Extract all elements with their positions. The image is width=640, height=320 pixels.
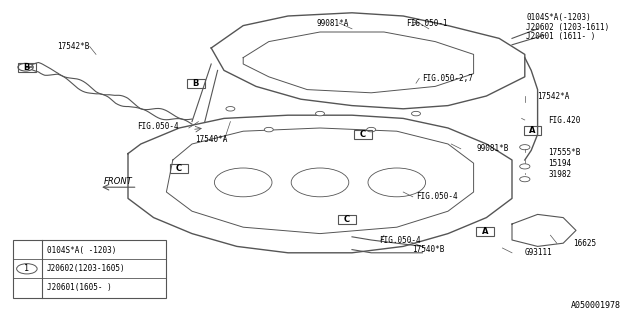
Bar <box>170 164 188 173</box>
Circle shape <box>520 145 530 150</box>
Text: 0104S*A( -1203): 0104S*A( -1203) <box>47 246 116 255</box>
Bar <box>354 130 372 139</box>
Text: FIG.050-1: FIG.050-1 <box>406 19 448 28</box>
Circle shape <box>264 127 273 132</box>
Text: 17542*A: 17542*A <box>538 92 570 100</box>
Bar <box>18 63 36 72</box>
Text: FIG.420: FIG.420 <box>548 116 581 124</box>
Text: C: C <box>175 164 182 173</box>
Text: 16625: 16625 <box>573 239 596 248</box>
Text: FRONT: FRONT <box>104 177 132 186</box>
Text: 17555*B: 17555*B <box>548 148 581 156</box>
Text: C: C <box>360 130 366 139</box>
Circle shape <box>520 177 530 182</box>
Circle shape <box>367 127 376 132</box>
Text: FIG.050-4: FIG.050-4 <box>379 236 420 245</box>
Text: J20602 (1203-1611): J20602 (1203-1611) <box>526 23 609 32</box>
Bar <box>338 215 356 224</box>
Text: J20601 (1611- ): J20601 (1611- ) <box>526 32 595 41</box>
Bar <box>524 126 541 135</box>
Text: FIG.050-2,7: FIG.050-2,7 <box>422 74 473 83</box>
Bar <box>187 79 205 88</box>
Text: G93111: G93111 <box>525 248 552 257</box>
Bar <box>13 240 166 298</box>
Text: 17540*A: 17540*A <box>195 135 227 144</box>
Text: 99081*B: 99081*B <box>477 144 509 153</box>
Text: J20601(1605- ): J20601(1605- ) <box>47 283 111 292</box>
Circle shape <box>412 111 420 116</box>
Text: C: C <box>344 215 350 224</box>
Text: A: A <box>529 126 536 135</box>
Text: 99081*A: 99081*A <box>317 19 349 28</box>
Text: 15194: 15194 <box>548 159 572 168</box>
Text: A050001978: A050001978 <box>571 301 621 310</box>
Text: 0104S*A(-1203): 0104S*A(-1203) <box>526 13 591 22</box>
Text: A: A <box>482 227 488 236</box>
Text: 17542*B: 17542*B <box>58 42 90 51</box>
Text: 1: 1 <box>24 264 29 273</box>
Text: 17540*B: 17540*B <box>413 245 445 254</box>
Text: B: B <box>24 63 30 72</box>
Text: J20602(1203-1605): J20602(1203-1605) <box>47 264 125 273</box>
Text: FIG.050-4: FIG.050-4 <box>416 192 458 201</box>
Bar <box>476 227 494 236</box>
Text: B: B <box>193 79 199 88</box>
Text: FIG.050-4: FIG.050-4 <box>138 122 179 131</box>
Circle shape <box>316 111 324 116</box>
Text: 31982: 31982 <box>548 170 572 179</box>
Circle shape <box>520 164 530 169</box>
Circle shape <box>226 107 235 111</box>
